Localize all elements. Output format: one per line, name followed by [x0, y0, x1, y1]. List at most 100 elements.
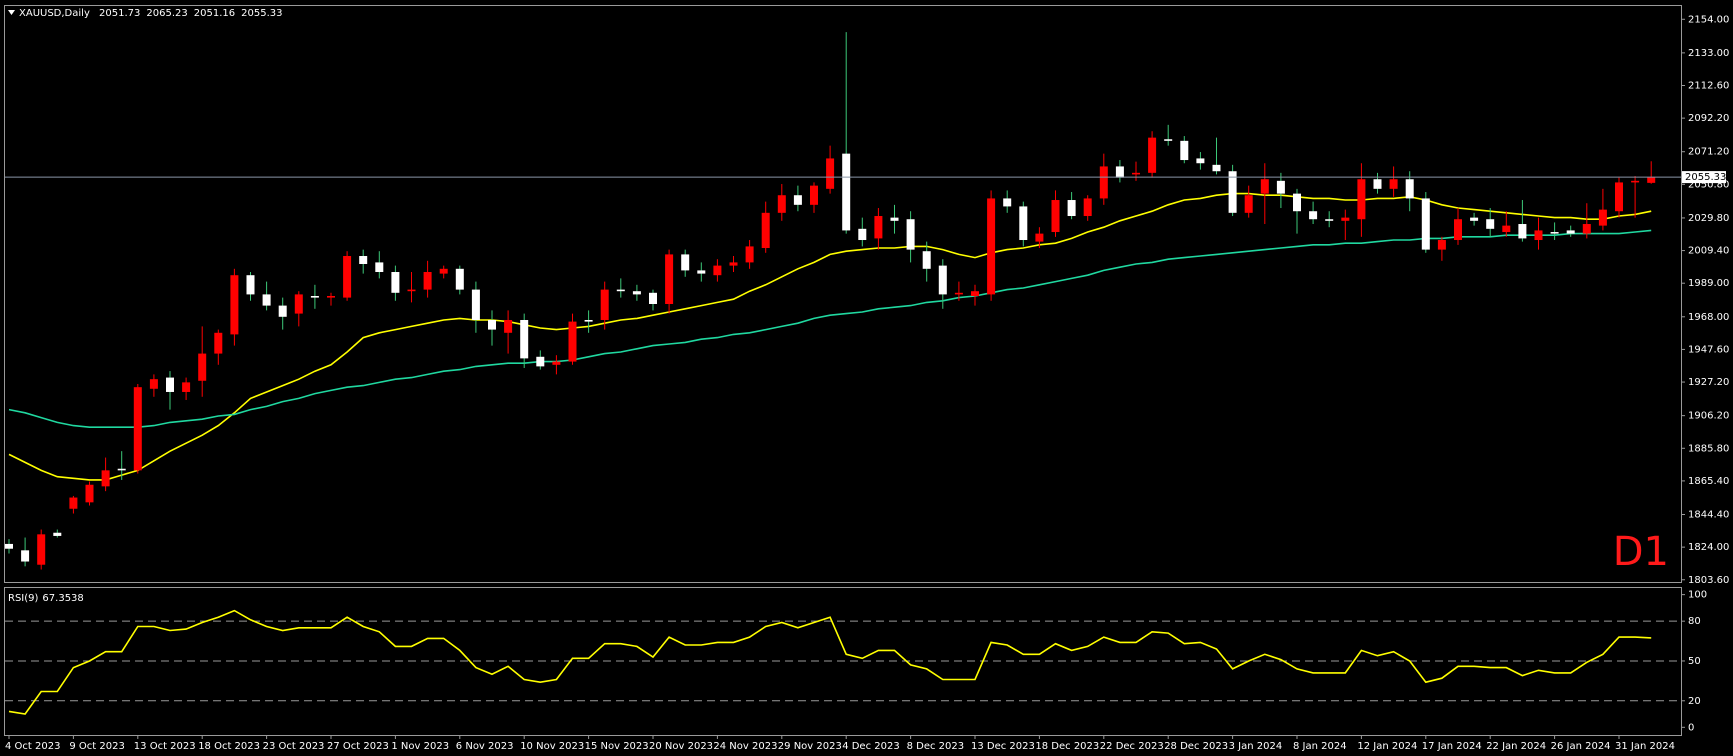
- candle-body: [1341, 217, 1350, 221]
- y-tick-label: 1844.40: [1688, 509, 1729, 520]
- candle-body: [906, 219, 915, 250]
- candle-body: [1228, 171, 1237, 213]
- x-tick-label: 9 Oct 2023: [69, 741, 124, 752]
- candle-body: [246, 275, 255, 295]
- candle-body: [1309, 211, 1318, 220]
- candle-body: [1582, 224, 1591, 234]
- candle-body: [310, 295, 319, 298]
- candle-body: [327, 295, 335, 298]
- candle-body: [375, 262, 384, 273]
- candle-body: [536, 356, 545, 367]
- candle-body: [166, 377, 174, 392]
- candle-body: [1631, 180, 1640, 183]
- candle-body: [53, 532, 62, 536]
- candle-body: [455, 268, 464, 290]
- rsi-value: 67.3538: [42, 593, 83, 604]
- candle-body: [1115, 166, 1124, 178]
- y-tick-label: 2050.80: [1688, 179, 1729, 190]
- candle-body: [1212, 164, 1221, 172]
- candle-body: [842, 153, 851, 231]
- candle-body: [1647, 177, 1656, 183]
- candle-body: [1276, 180, 1285, 194]
- y-tick-label: 2154.00: [1688, 14, 1729, 25]
- menu-triangle[interactable]: [8, 10, 15, 15]
- rsi-header: RSI(9) 67.3538: [8, 593, 84, 604]
- candle-body: [407, 289, 416, 292]
- rsi-panel-frame: [4, 587, 1682, 736]
- candle-body: [1437, 240, 1446, 250]
- candle-body: [777, 195, 786, 213]
- candle-body: [954, 292, 963, 295]
- candle-body: [761, 212, 770, 249]
- x-tick-label: 10 Nov 2023: [520, 741, 584, 752]
- x-tick-label: 22 Dec 2023: [1100, 741, 1164, 752]
- candle-body: [697, 270, 706, 274]
- candle-body: [101, 470, 110, 487]
- y-tick-label: 1906.20: [1688, 411, 1729, 422]
- candle-body: [85, 484, 94, 503]
- last-price-label: 2055.33: [1685, 172, 1726, 183]
- price-panel-frame: [4, 5, 1682, 583]
- y-tick-label: 1824.00: [1688, 542, 1729, 553]
- candle-body: [133, 387, 142, 471]
- candle-body: [1518, 224, 1527, 239]
- candle-body: [987, 198, 996, 295]
- candle-body: [1486, 219, 1495, 229]
- candle-body: [117, 468, 126, 471]
- x-tick-label: 15 Nov 2023: [585, 741, 649, 752]
- x-tick-label: 27 Oct 2023: [327, 741, 389, 752]
- candle-body: [1003, 198, 1012, 207]
- y-tick-label: 80: [1688, 616, 1701, 627]
- x-tick-label: 12 Jan 2024: [1357, 741, 1417, 752]
- candle-body: [262, 294, 271, 306]
- x-tick-label: 17 Jan 2024: [1422, 741, 1482, 752]
- candle-body: [21, 550, 30, 562]
- candle-body: [858, 228, 867, 241]
- candle-body: [214, 332, 223, 354]
- candle-body: [278, 305, 287, 317]
- candle-body: [1405, 179, 1414, 199]
- candle-body: [1180, 140, 1189, 161]
- candle-body: [826, 158, 835, 189]
- header-high: 2065.23: [146, 8, 187, 19]
- y-tick-label: 2009.40: [1688, 246, 1729, 257]
- x-tick-label: 4 Oct 2023: [5, 741, 60, 752]
- candle-body: [1389, 179, 1398, 189]
- candle-body: [922, 251, 931, 269]
- x-tick-label: 23 Oct 2023: [263, 741, 325, 752]
- candle-body: [1534, 230, 1543, 241]
- y-tick-label: 2133.00: [1688, 48, 1729, 59]
- y-tick-label: 2029.80: [1688, 213, 1729, 224]
- candle-body: [1019, 206, 1028, 241]
- candle-body: [681, 254, 690, 271]
- candle-body: [1325, 219, 1334, 221]
- candle-body: [1164, 139, 1173, 141]
- candle-body: [1244, 195, 1253, 213]
- candle-body: [359, 256, 368, 265]
- rsi-title: RSI(9): [8, 593, 39, 604]
- candle-body: [1051, 200, 1060, 233]
- y-tick-label: 1989.00: [1688, 278, 1729, 289]
- candle-body: [69, 497, 78, 509]
- candle-body: [1196, 158, 1205, 164]
- y-tick-label: 2071.20: [1688, 147, 1729, 158]
- y-tick-label: 1885.80: [1688, 443, 1729, 454]
- candle-body: [198, 353, 207, 381]
- y-tick-label: 2092.20: [1688, 113, 1729, 124]
- candle-body: [1357, 179, 1366, 220]
- timeframe-annotation: D1: [1613, 529, 1669, 575]
- symbol: XAUUSD,Daily: [19, 8, 90, 19]
- candle-body: [616, 289, 625, 292]
- last-price-box: [1682, 171, 1726, 184]
- header-open: 2051.73: [99, 8, 140, 19]
- candle-body: [665, 254, 674, 304]
- candle-body: [1470, 217, 1479, 221]
- y-tick-label: 1927.20: [1688, 377, 1729, 388]
- x-tick-label: 18 Oct 2023: [198, 741, 260, 752]
- candle-body: [1550, 232, 1559, 234]
- header-close: 2055.33: [241, 8, 282, 19]
- candle-body: [230, 275, 239, 335]
- moving-average-line: [8, 192, 1652, 481]
